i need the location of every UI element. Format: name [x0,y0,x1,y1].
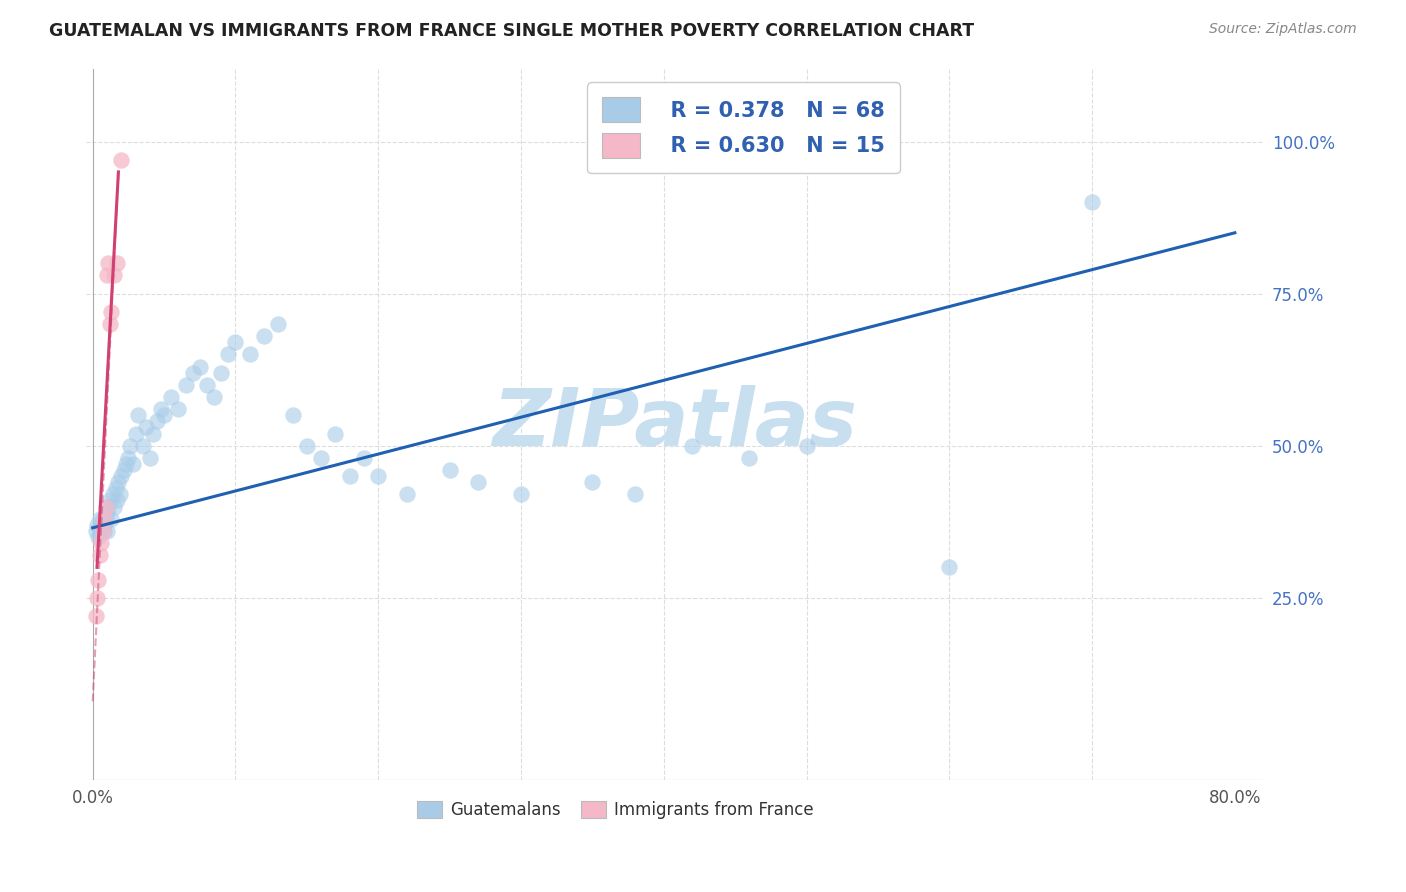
Point [253,329,276,343]
Point [131,439,153,453]
Point [224,335,246,350]
Point [153,409,176,423]
Point [209,366,232,380]
Point [395,487,418,501]
Point [97,256,120,270]
Point [139,450,162,465]
Point [103,268,125,283]
Point [98,317,121,331]
Point [91,512,114,526]
Point [150,402,173,417]
Point [97,500,120,514]
Point [94,512,117,526]
Point [121,457,143,471]
Point [86,591,108,605]
Point [174,377,197,392]
Point [93,512,115,526]
Point [217,347,239,361]
Point [202,390,225,404]
Point [439,463,461,477]
Point [160,390,183,404]
Point [96,268,118,283]
Point [624,487,647,501]
Point [103,500,125,514]
Point [295,439,318,453]
Point [353,450,375,465]
Point [127,409,149,423]
Point [93,517,115,532]
Point [124,426,146,441]
Point [91,517,114,532]
Point [96,506,118,520]
Point [84,609,107,624]
Point [239,347,262,361]
Point [267,317,290,331]
Point [135,420,157,434]
Point [309,450,332,465]
Point [112,463,135,477]
Point [118,439,141,453]
Point [89,548,111,562]
Point [96,524,118,538]
Point [100,512,122,526]
Point [98,493,121,508]
Point [796,439,818,453]
Point [87,530,110,544]
Point [142,426,165,441]
Text: GUATEMALAN VS IMMIGRANTS FROM FRANCE SINGLE MOTHER POVERTY CORRELATION CHART: GUATEMALAN VS IMMIGRANTS FROM FRANCE SIN… [49,22,974,40]
Point [188,359,211,374]
Point [281,409,304,423]
Text: Source: ZipAtlas.com: Source: ZipAtlas.com [1209,22,1357,37]
Point [90,517,112,532]
Point [467,475,489,490]
Text: ZIPatlas: ZIPatlas [492,385,858,464]
Point [181,366,204,380]
Point [105,256,128,270]
Point [367,469,389,483]
Point [581,475,603,490]
Point [90,536,112,550]
Point [938,560,960,574]
Point [89,512,111,526]
Point [167,402,190,417]
Point [91,524,114,538]
Point [1081,195,1104,210]
Point [738,450,761,465]
Point [107,475,129,490]
Point [104,481,127,495]
Point [146,414,169,428]
Point [84,524,107,538]
Point [117,450,139,465]
Point [325,426,347,441]
Point [110,469,132,483]
Point [195,377,218,392]
Point [110,153,132,167]
Point [681,439,703,453]
Legend: Guatemalans, Immigrants from France: Guatemalans, Immigrants from France [411,794,821,825]
Point [105,493,128,508]
Point [87,573,110,587]
Point [101,487,124,501]
Point [86,517,108,532]
Point [94,500,117,514]
Point [108,487,131,501]
Point [89,524,111,538]
Point [339,469,361,483]
Point [93,524,115,538]
Point [114,457,136,471]
Point [100,305,122,319]
Point [510,487,533,501]
